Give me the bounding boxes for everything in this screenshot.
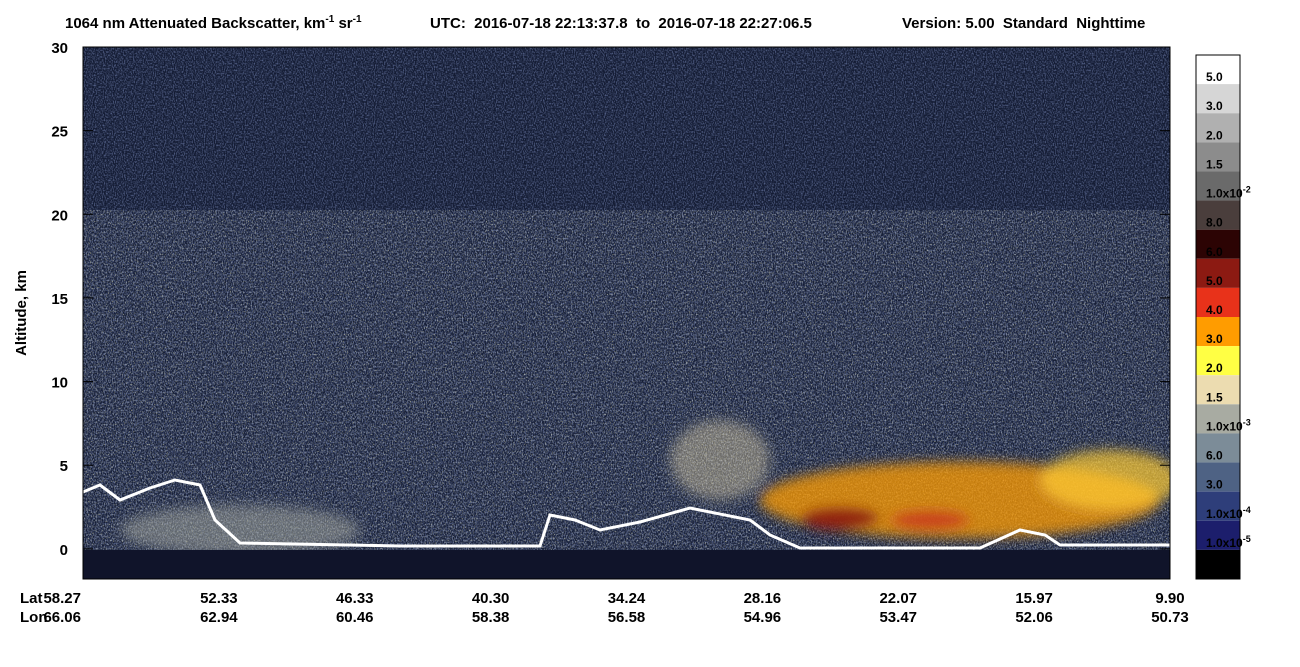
curtain-image (83, 47, 1170, 579)
colorbar-swatch (1196, 491, 1240, 521)
colorbar-label: 1.0x10-3 (1206, 417, 1251, 433)
x-tick-label: 62.94 (200, 609, 238, 626)
y-tick-label: 20 (51, 207, 68, 224)
colorbar-swatch (1196, 346, 1240, 376)
colorbar-label: 1.0x10-5 (1206, 534, 1251, 550)
y-tick-label: 10 (51, 375, 68, 392)
colorbar-label: 3.0 (1206, 478, 1223, 492)
y-tick-label: 0 (60, 542, 68, 559)
chart-title: 1064 nm Attenuated Backscatter, km-1 sr-… (65, 14, 362, 32)
plot-frame (82, 46, 1171, 580)
colorbar-swatch (1196, 171, 1240, 201)
utc-range: UTC: 2016-07-18 22:13:37.8 to 2016-07-18… (430, 15, 812, 32)
colorbar-label: 1.0x10-2 (1206, 185, 1251, 201)
colorbar-label: 6.0 (1206, 245, 1223, 259)
colorbar-swatch (1196, 55, 1240, 85)
colorbar-swatch (1196, 142, 1240, 172)
colorbar-frame (1195, 54, 1241, 580)
y-tick-label: 5 (60, 458, 68, 475)
colorbar-swatch (1196, 229, 1240, 259)
colorbar-swatch (1196, 520, 1240, 550)
colorbar-swatch (1196, 84, 1240, 114)
colorbar-label: 2.0 (1206, 361, 1223, 375)
x-row-name: Lat (20, 590, 43, 607)
y-tick-label: 15 (51, 291, 68, 308)
colorbar-swatch (1196, 549, 1240, 579)
x-tick-label: 40.30 (472, 590, 510, 607)
colorbar-swatch (1196, 258, 1240, 288)
colorbar-swatch (1196, 375, 1240, 405)
colorbar-swatch (1196, 200, 1240, 230)
colorbar-swatch (1196, 462, 1240, 492)
x-tick-label: 34.24 (608, 590, 646, 607)
x-tick-label: 50.73 (1151, 609, 1189, 626)
colorbar-label: 5.0 (1206, 70, 1223, 84)
x-tick-label: 54.96 (744, 609, 782, 626)
x-tick-label: 15.97 (1015, 590, 1053, 607)
colorbar-label: 1.5 (1206, 390, 1223, 404)
x-tick-label: 53.47 (879, 609, 917, 626)
colorbar-label: 5.0 (1206, 274, 1223, 288)
x-tick-label: 46.33 (336, 590, 374, 607)
colorbar-label: 1.5 (1206, 157, 1223, 171)
x-tick-label: 22.07 (879, 590, 917, 607)
colorbar-label: 3.0 (1206, 332, 1223, 346)
colorbar-label: 3.0 (1206, 99, 1223, 113)
y-tick-label: 25 (51, 124, 68, 141)
colorbar-swatch (1196, 287, 1240, 317)
x-tick-label: 9.90 (1155, 590, 1184, 607)
colorbar-label: 6.0 (1206, 449, 1223, 463)
version: Version: 5.00 Standard Nighttime (902, 15, 1145, 32)
colorbar-label: 2.0 (1206, 128, 1223, 142)
x-row-name: Lon (20, 609, 48, 626)
colorbar-label: 1.0x10-4 (1206, 505, 1251, 521)
x-tick-label: 60.46 (336, 609, 374, 626)
x-tick-label: 58.38 (472, 609, 510, 626)
y-tick-label: 30 (51, 40, 68, 57)
colorbar-swatch (1196, 433, 1240, 463)
colorbar-swatch (1196, 404, 1240, 434)
x-tick-label: 66.06 (43, 609, 81, 626)
x-tick-label: 28.16 (744, 590, 782, 607)
colorbar-swatch (1196, 317, 1240, 347)
x-tick-label: 52.33 (200, 590, 238, 607)
x-tick-label: 56.58 (608, 609, 646, 626)
colorbar-label: 4.0 (1206, 303, 1223, 317)
x-tick-label: 52.06 (1015, 609, 1053, 626)
colorbar-swatch (1196, 113, 1240, 143)
y-axis-label: Altitude, km (13, 270, 30, 356)
colorbar-label: 8.0 (1206, 216, 1223, 230)
x-tick-label: 58.27 (43, 590, 81, 607)
